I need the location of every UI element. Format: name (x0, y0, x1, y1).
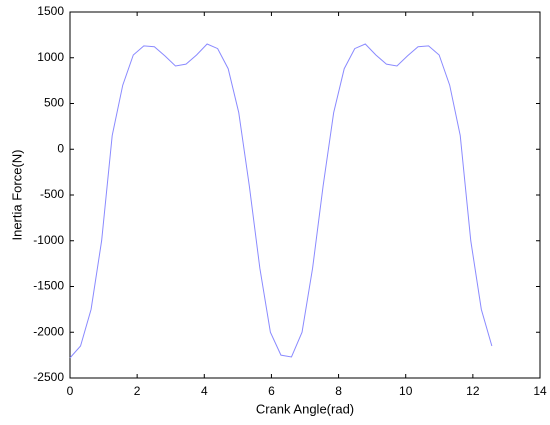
y-tick-label: 1000 (37, 50, 64, 64)
plot-frame (69, 11, 541, 379)
x-tick-label: 4 (201, 384, 208, 398)
x-tick-label: 10 (399, 384, 413, 398)
x-tick-label: 0 (67, 384, 74, 398)
x-axis-label: Crank Angle(rad) (256, 401, 354, 416)
y-tick-label: -500 (40, 187, 64, 201)
y-tick-label: 500 (44, 96, 64, 110)
x-tick-label: 6 (268, 384, 275, 398)
y-tick-label: -1000 (33, 233, 64, 247)
data-line (69, 43, 493, 359)
y-tick-label: -1500 (33, 279, 64, 293)
x-tick-label: 2 (134, 384, 141, 398)
x-tick-label: 8 (335, 384, 342, 398)
x-tick-label: 14 (533, 384, 547, 398)
y-tick-label: 0 (57, 141, 64, 155)
y-tick-label: -2000 (33, 324, 64, 338)
y-axis-label: Inertia Force(N) (9, 149, 24, 240)
y-tick-label: -2500 (33, 370, 64, 384)
y-tick-label: 1500 (37, 4, 64, 18)
x-tick-label: 12 (466, 384, 480, 398)
